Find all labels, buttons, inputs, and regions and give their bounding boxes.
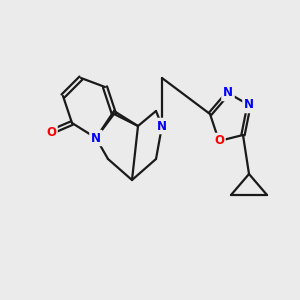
- Text: O: O: [214, 134, 224, 148]
- Text: N: N: [157, 119, 167, 133]
- Text: N: N: [244, 98, 254, 112]
- Text: O: O: [46, 125, 56, 139]
- Text: N: N: [223, 86, 233, 100]
- Text: N: N: [91, 131, 101, 145]
